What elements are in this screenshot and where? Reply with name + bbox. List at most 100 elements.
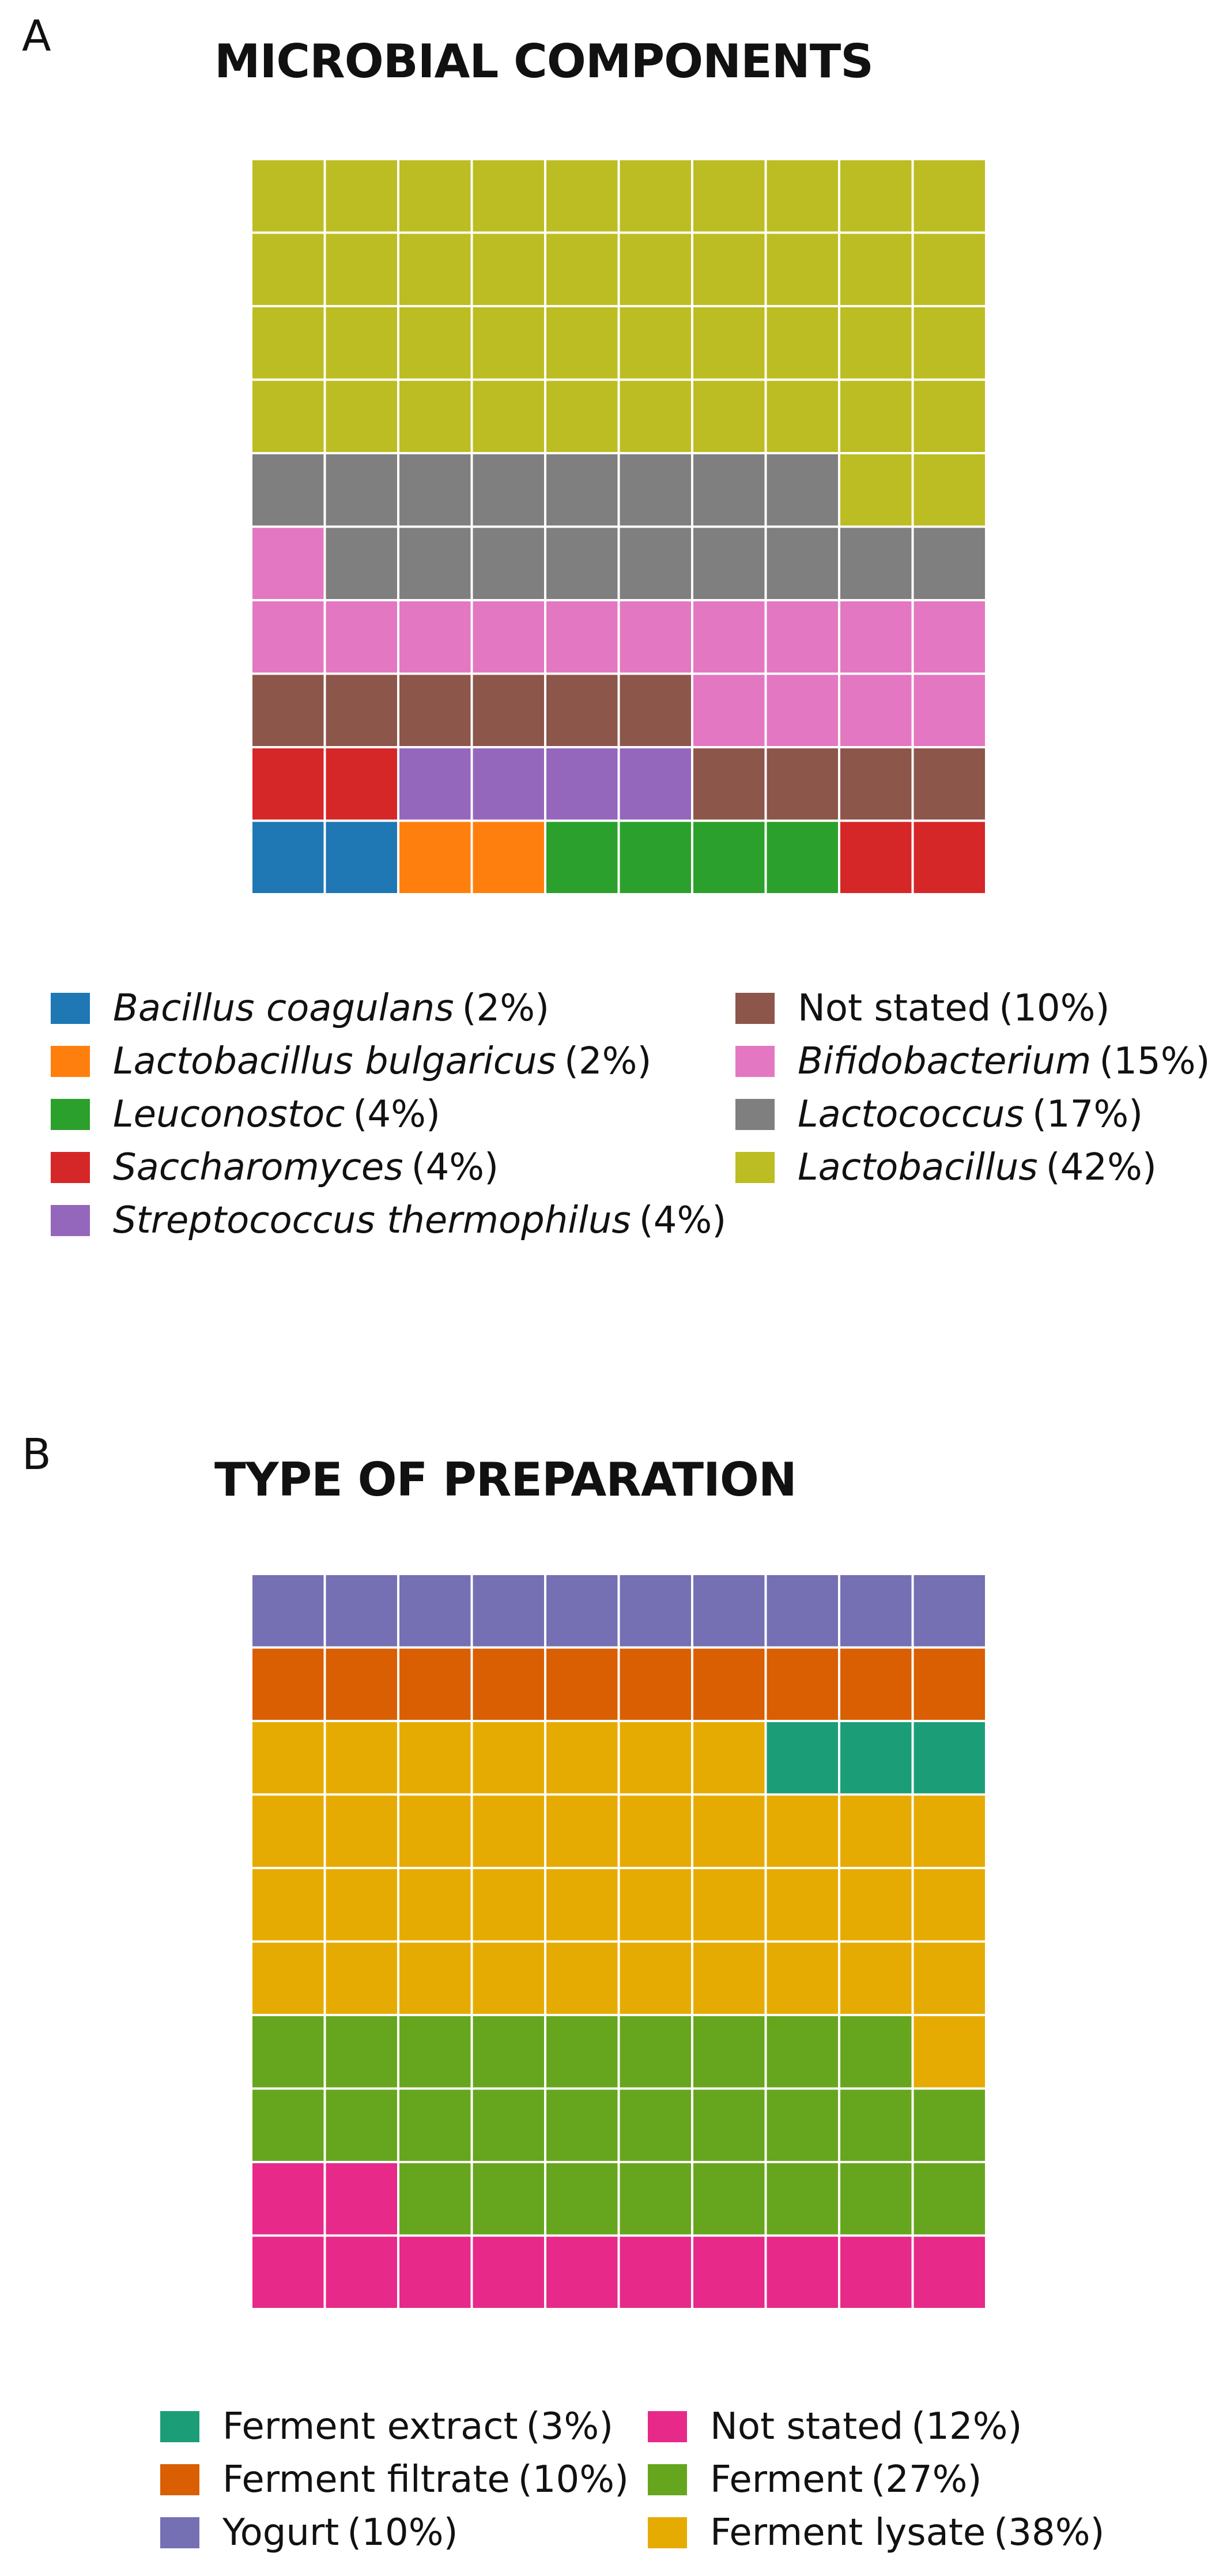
legend-percentage: (2%) xyxy=(462,987,550,1030)
legend-swatch xyxy=(735,1152,775,1183)
legend-label: Ferment filtrate xyxy=(222,2458,510,2501)
waffle-cell-lactococcus xyxy=(838,525,914,601)
waffle-cell-not-stated xyxy=(764,2234,840,2309)
legend-item-ferment-extract: Ferment extract (3%) xyxy=(160,2405,613,2448)
legend-swatch xyxy=(735,993,775,1024)
waffle-cell-not-stated xyxy=(617,672,693,748)
waffle-cell-bifidobacterium xyxy=(397,599,473,675)
legend-swatch xyxy=(160,2464,199,2495)
waffle-cell-lactobacillus xyxy=(838,231,914,307)
legend-percentage: (10%) xyxy=(347,2511,458,2554)
waffle-cell-not-stated xyxy=(323,2234,399,2309)
waffle-cell-ferment-extract xyxy=(911,1720,986,1796)
waffle-cell-ferment xyxy=(838,2087,914,2163)
waffle-cell-ferment-lysate xyxy=(838,1867,914,1943)
waffle-cell-lactobacillus xyxy=(397,231,473,307)
waffle-cell-ferment-filtrate xyxy=(911,1646,986,1722)
waffle-cell-ferment xyxy=(838,2161,914,2237)
waffle-cell-ferment-lysate xyxy=(764,1940,840,2016)
waffle-cell-ferment-lysate xyxy=(691,1793,767,1869)
waffle-cell-lactococcus xyxy=(617,525,693,601)
waffle-cell-leuconostoc xyxy=(691,819,767,894)
waffle-cell-yogurt xyxy=(691,1574,767,1649)
waffle-cell-not-stated xyxy=(838,746,914,822)
legend-percentage: (4%) xyxy=(411,1146,499,1189)
waffle-cell-ferment-filtrate xyxy=(470,1646,546,1722)
waffle-cell-ferment-lysate xyxy=(397,1720,473,1796)
chart-title-microbial-components: MICROBIAL COMPONENTS xyxy=(214,35,874,88)
waffle-cell-ferment-lysate xyxy=(838,1940,914,2016)
legend-item-not-stated: Not stated (10%) xyxy=(735,987,1109,1030)
waffle-cell-ferment-filtrate xyxy=(544,1646,620,1722)
waffle-cell-ferment-lysate xyxy=(397,1867,473,1943)
waffle-cell-lactobacillus xyxy=(838,452,914,528)
legend-item-bacillus-coagulans: Bacillus coagulans (2%) xyxy=(51,987,549,1030)
legend-item-not-stated: Not stated (12%) xyxy=(648,2405,1022,2448)
waffle-cell-ferment-lysate xyxy=(691,1720,767,1796)
waffle-cell-ferment-filtrate xyxy=(323,1646,399,1722)
waffle-cell-ferment-lysate xyxy=(470,1867,546,1943)
waffle-cell-bifidobacterium xyxy=(838,672,914,748)
waffle-cell-ferment xyxy=(397,2087,473,2163)
waffle-chart-type-of-preparation xyxy=(251,1574,986,2309)
waffle-cell-ferment-lysate xyxy=(251,1867,326,1943)
legend-percentage: (3%) xyxy=(526,2405,614,2448)
waffle-cell-lactobacillus xyxy=(470,305,546,381)
waffle-cell-not-stated xyxy=(323,2161,399,2237)
waffle-cell-lactobacillus xyxy=(838,159,914,234)
waffle-cell-ferment xyxy=(544,2161,620,2237)
waffle-cell-lactobacillus xyxy=(764,305,840,381)
waffle-cell-lactococcus xyxy=(251,452,326,528)
waffle-cell-bifidobacterium xyxy=(691,672,767,748)
legend-swatch xyxy=(648,2517,687,2548)
waffle-cell-lactobacillus-bulgaricus xyxy=(470,819,546,894)
waffle-cell-lactobacillus xyxy=(544,378,620,454)
waffle-cell-yogurt xyxy=(838,1574,914,1649)
waffle-cell-leuconostoc xyxy=(544,819,620,894)
waffle-cell-ferment-lysate xyxy=(544,1720,620,1796)
waffle-cell-lactobacillus xyxy=(470,159,546,234)
waffle-cell-ferment-lysate xyxy=(764,1793,840,1869)
waffle-cell-lactobacillus xyxy=(838,378,914,454)
legend-swatch xyxy=(735,1099,775,1130)
waffle-cell-ferment-lysate xyxy=(617,1940,693,2016)
legend-label: Ferment extract xyxy=(222,2405,518,2448)
waffle-cell-lactobacillus xyxy=(617,231,693,307)
waffle-cell-bifidobacterium xyxy=(323,599,399,675)
waffle-cell-ferment-lysate xyxy=(617,1867,693,1943)
legend-label: Leuconostoc xyxy=(113,1093,345,1136)
waffle-cell-lactobacillus xyxy=(397,159,473,234)
waffle-cell-not-stated xyxy=(251,672,326,748)
waffle-cell-not-stated xyxy=(397,2234,473,2309)
waffle-cell-leuconostoc xyxy=(764,819,840,894)
waffle-cell-ferment-lysate xyxy=(544,1793,620,1869)
legend-swatch xyxy=(648,2464,687,2495)
legend-item-leuconostoc: Leuconostoc (4%) xyxy=(51,1093,440,1136)
waffle-cell-lactobacillus xyxy=(251,231,326,307)
waffle-cell-ferment xyxy=(617,2014,693,2090)
waffle-cell-bifidobacterium xyxy=(691,599,767,675)
waffle-cell-ferment xyxy=(617,2087,693,2163)
waffle-cell-lactobacillus-bulgaricus xyxy=(397,819,473,894)
legend-percentage: (10%) xyxy=(999,987,1110,1030)
waffle-cell-ferment xyxy=(911,2161,986,2237)
legend-item-lactococcus: Lactococcus (17%) xyxy=(735,1093,1143,1136)
legend-label: Lactobacillus xyxy=(798,1146,1038,1189)
legend-item-ferment-lysate: Ferment lysate (38%) xyxy=(648,2511,1104,2554)
waffle-cell-bifidobacterium xyxy=(911,599,986,675)
waffle-cell-ferment-lysate xyxy=(323,1793,399,1869)
waffle-cell-ferment xyxy=(617,2161,693,2237)
waffle-cell-lactobacillus xyxy=(691,305,767,381)
waffle-cell-ferment xyxy=(764,2087,840,2163)
waffle-cell-yogurt xyxy=(323,1574,399,1649)
waffle-cell-ferment xyxy=(691,2014,767,2090)
waffle-cell-ferment-lysate xyxy=(691,1867,767,1943)
waffle-cell-yogurt xyxy=(544,1574,620,1649)
waffle-cell-lactobacillus xyxy=(617,378,693,454)
waffle-cell-ferment xyxy=(470,2161,546,2237)
legend-item-lactobacillus-bulgaricus: Lactobacillus bulgaricus (2%) xyxy=(51,1040,651,1083)
waffle-cell-lactobacillus xyxy=(470,231,546,307)
panel-letter-b: B xyxy=(22,1430,51,1479)
waffle-cell-ferment xyxy=(544,2087,620,2163)
legend-percentage: (15%) xyxy=(1099,1040,1210,1083)
